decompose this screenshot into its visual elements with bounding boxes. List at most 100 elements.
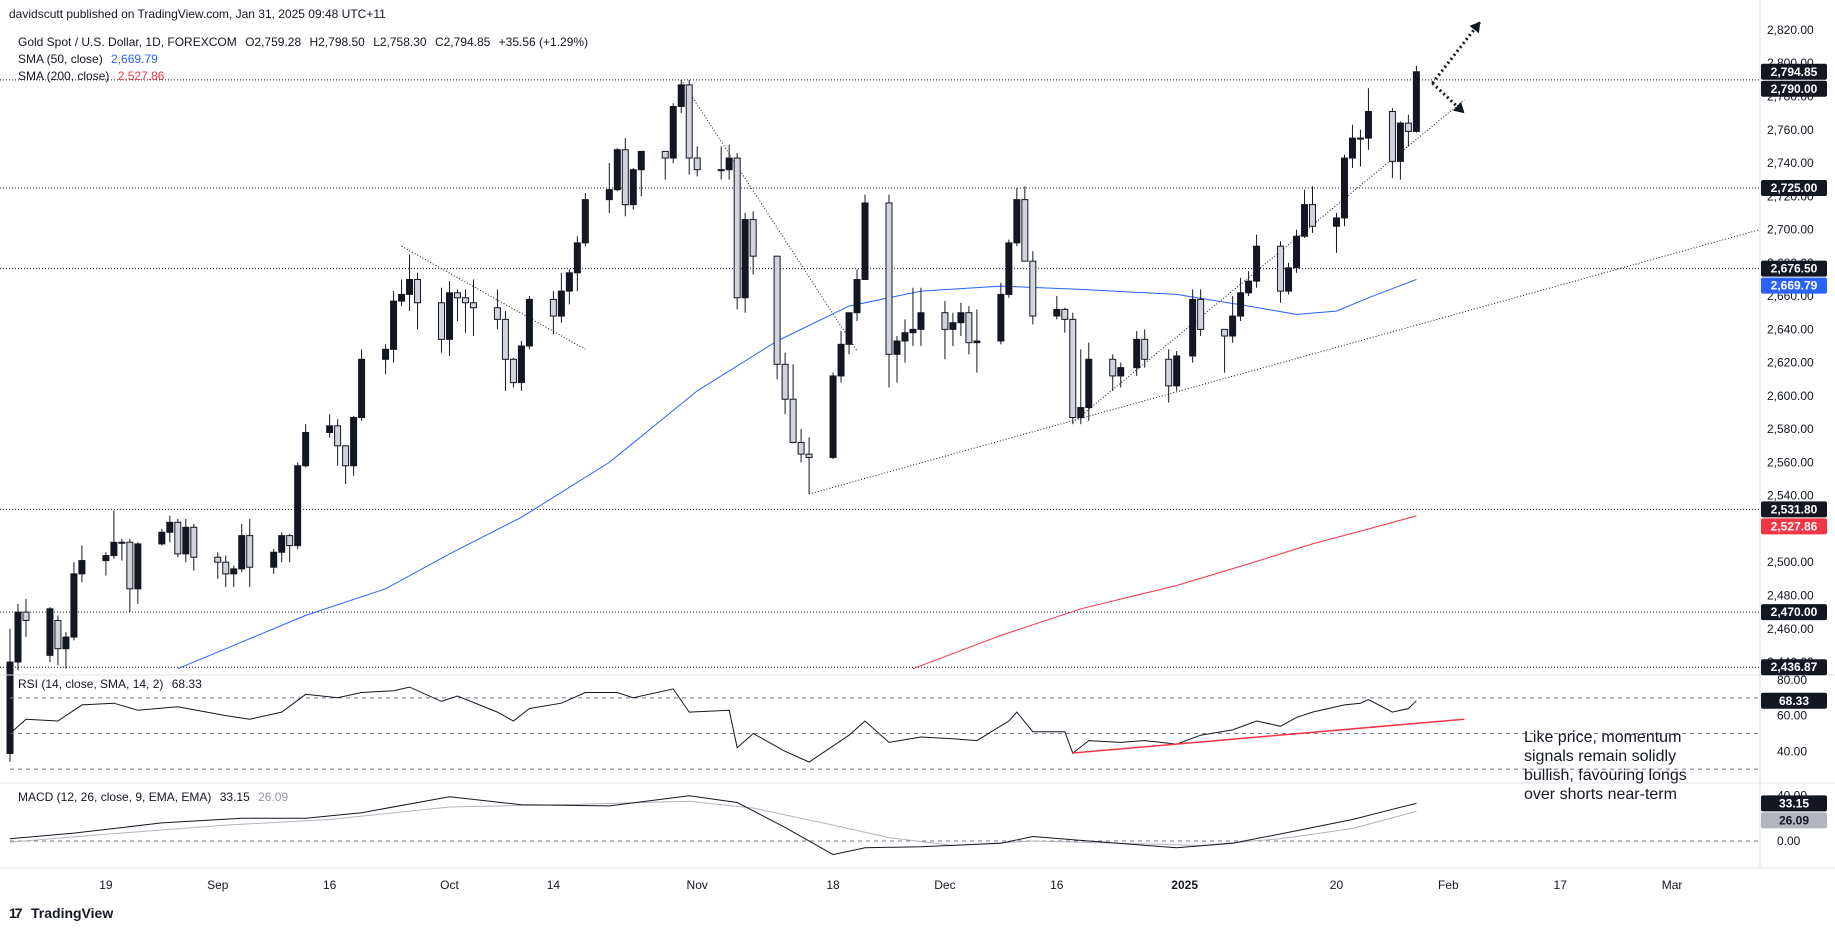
macd-tick-label: 0.00 <box>1777 834 1801 848</box>
price-tick-label: 2,620.00 <box>1767 356 1814 370</box>
time-tick-label: 2025 <box>1171 878 1198 892</box>
sma50-line <box>177 279 1417 670</box>
candle-body <box>1021 199 1029 262</box>
candle-body <box>805 453 813 458</box>
candle-body <box>549 298 557 317</box>
rsi-legend[interactable]: RSI (14, close, SMA, 14, 2) 68.33 <box>18 677 207 691</box>
candle-body <box>78 560 86 575</box>
candle-body <box>797 441 805 455</box>
candle-body <box>1309 204 1317 227</box>
candle-body <box>1340 157 1348 219</box>
candle-body <box>1133 338 1141 369</box>
candle-body <box>1396 122 1404 162</box>
moving-averages <box>177 279 1417 670</box>
candle-body <box>1029 260 1037 317</box>
ohlc-change: +35.56 (+1.29%) <box>498 35 589 49</box>
candlesticks <box>6 65 1420 762</box>
candle-body <box>917 312 925 330</box>
time-tick-label: Oct <box>440 878 459 892</box>
macd-signal-line <box>9 800 1417 847</box>
ohlc-open: O2,759.28 <box>245 35 302 49</box>
candle-body <box>414 278 422 304</box>
sma50-legend[interactable]: SMA (50, close) 2,669.79 <box>18 52 163 66</box>
rsi-pane <box>9 686 1760 770</box>
time-tick-label: Nov <box>687 878 708 892</box>
candle-body <box>845 312 853 345</box>
sma200-legend[interactable]: SMA (200, close) 2,527.86 <box>18 69 169 83</box>
macd-legend[interactable]: MACD (12, 26, close, 9, EMA, EMA) 33.15 … <box>18 790 293 804</box>
candle-body <box>326 425 334 433</box>
price-level-badge <box>1761 277 1827 294</box>
candle-body <box>1301 204 1309 237</box>
candle-body <box>1197 298 1205 330</box>
candle-body <box>14 611 22 663</box>
price-level-label: 2,470.00 <box>1771 605 1818 619</box>
sma200-line <box>912 515 1417 670</box>
time-tick-label: 17 <box>1554 878 1568 892</box>
candle-body <box>1013 199 1021 244</box>
price-tick-label: 2,760.00 <box>1767 123 1814 137</box>
candle-body <box>957 312 965 324</box>
candle-body <box>190 526 198 558</box>
price-level-label: 2,790.00 <box>1771 82 1818 96</box>
time-tick-label: Sep <box>207 878 229 892</box>
candle-body <box>885 202 893 355</box>
trendline <box>808 229 1761 495</box>
candle-body <box>1253 245 1261 282</box>
macd-line <box>9 795 1417 856</box>
price-tick-label: 2,700.00 <box>1767 223 1814 237</box>
candle-body <box>773 255 781 365</box>
candle-body <box>230 568 238 575</box>
sma50-value: 2,669.79 <box>111 52 158 66</box>
ohlc-high: H2,798.50 <box>309 35 365 49</box>
projection-arrowhead <box>1452 101 1465 114</box>
candle-body <box>461 297 469 304</box>
projection-arrowhead <box>1469 21 1481 34</box>
time-tick-label: 14 <box>547 878 561 892</box>
axes: 19 Sep 16 Oct 14 Nov 18 Dec 16 2025 20 Feb 17 Mar <box>0 0 1835 892</box>
rsi-tick-label: 40.00 <box>1777 744 1807 758</box>
candle-body <box>398 293 406 302</box>
candle-body <box>669 105 677 159</box>
candle-body <box>1356 137 1364 140</box>
candle-body <box>1077 407 1085 419</box>
candle-body <box>1141 338 1149 360</box>
candle-body <box>565 272 573 292</box>
candle-body <box>294 465 302 547</box>
symbol-legend[interactable]: Gold Spot / U.S. Dollar, 1D, FOREXCOM O2… <box>18 35 593 49</box>
sma200-label: SMA (200, close) <box>18 69 110 83</box>
candle-body <box>46 608 54 656</box>
price-tick-label: 2,460.00 <box>1767 622 1814 636</box>
candle-body <box>286 535 294 547</box>
tradingview-logo-icon: 17 <box>9 905 23 921</box>
time-tick-label: 18 <box>826 878 840 892</box>
candle-body <box>158 531 166 545</box>
rsi-tick-label: 80.00 <box>1777 673 1807 687</box>
candle-body <box>166 521 174 533</box>
candle-body <box>837 343 845 377</box>
price-level-badge <box>1761 179 1827 196</box>
rsi-line <box>9 686 1417 763</box>
tradingview-brand[interactable]: 17 TradingView <box>9 905 113 921</box>
candle-body <box>342 445 350 467</box>
price-tick-label: 2,640.00 <box>1767 322 1814 336</box>
candle-body <box>174 521 182 555</box>
trendline <box>1072 99 1465 423</box>
symbol-title: Gold Spot / U.S. Dollar, 1D, FOREXCOM <box>18 35 237 49</box>
candle-body <box>382 348 390 360</box>
candle-body <box>685 84 693 159</box>
candle-body <box>1005 242 1013 295</box>
rsi-label: RSI (14, close, SMA, 14, 2) <box>18 677 164 691</box>
price-level-label: 2,669.79 <box>1771 279 1818 293</box>
candle-body <box>525 298 533 347</box>
time-tick-label: Dec <box>934 878 955 892</box>
candle-body <box>358 358 366 419</box>
candle-body <box>501 318 509 360</box>
candle-body <box>965 312 973 344</box>
candle-body <box>1348 137 1356 159</box>
horizontal-levels <box>0 79 1760 668</box>
macd-value-badge <box>1761 795 1827 812</box>
candle-body <box>1085 358 1093 409</box>
trendline <box>401 245 586 350</box>
